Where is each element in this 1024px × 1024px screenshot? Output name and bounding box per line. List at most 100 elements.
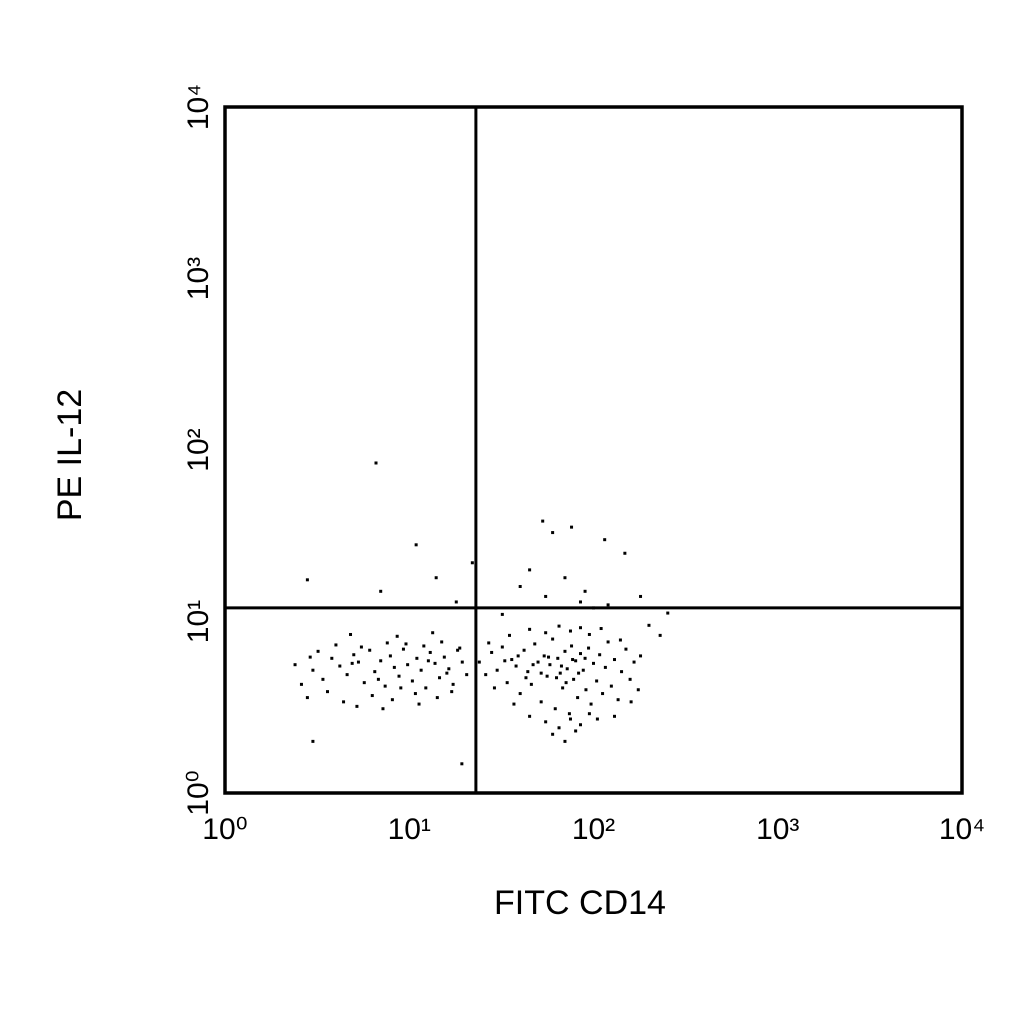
data-point	[451, 682, 455, 686]
data-point	[528, 568, 532, 572]
data-point	[589, 702, 593, 706]
data-point	[565, 667, 569, 671]
data-point	[599, 627, 603, 631]
data-point	[507, 633, 511, 637]
data-point	[325, 690, 329, 694]
x-tick-label: 10¹	[388, 813, 431, 846]
data-point	[484, 673, 488, 677]
data-point	[422, 644, 426, 648]
data-point	[598, 653, 602, 657]
data-point	[414, 543, 418, 547]
data-point	[616, 698, 620, 702]
data-point	[355, 704, 359, 708]
data-point	[542, 654, 546, 658]
data-point	[419, 668, 423, 672]
data-point	[503, 659, 507, 663]
data-point	[428, 650, 432, 654]
data-point	[460, 660, 464, 664]
x-tick-label: 10⁰	[202, 813, 247, 846]
data-point	[460, 762, 464, 766]
data-point	[385, 641, 389, 645]
data-point	[612, 714, 616, 718]
data-point	[487, 641, 491, 645]
data-point	[316, 649, 320, 653]
data-point	[583, 589, 587, 593]
data-point	[417, 702, 421, 706]
data-point	[522, 648, 526, 652]
data-point	[563, 739, 567, 743]
data-point	[433, 661, 437, 665]
data-point	[352, 653, 356, 657]
data-point	[440, 640, 444, 644]
data-point	[500, 612, 504, 616]
data-point	[349, 632, 353, 636]
data-point	[574, 659, 578, 663]
data-point	[570, 644, 574, 648]
data-point	[321, 677, 325, 681]
data-point	[571, 658, 575, 662]
data-point	[299, 682, 303, 686]
data-point	[576, 696, 580, 700]
data-point	[447, 667, 451, 671]
data-point	[618, 638, 622, 642]
data-point	[559, 664, 563, 668]
data-point	[426, 659, 430, 663]
data-point	[308, 655, 312, 659]
data-point	[374, 461, 378, 465]
data-point	[606, 603, 610, 607]
data-point	[601, 692, 605, 696]
data-point	[632, 660, 636, 664]
data-point	[518, 584, 522, 588]
data-point	[406, 663, 410, 667]
data-point	[495, 668, 499, 672]
data-point	[490, 650, 494, 654]
data-point	[424, 686, 428, 690]
data-point	[413, 692, 417, 696]
data-point	[516, 654, 520, 658]
data-point	[381, 707, 385, 711]
data-point	[587, 712, 591, 716]
data-point	[574, 729, 578, 733]
data-point	[570, 525, 574, 529]
data-point	[568, 629, 572, 633]
data-point	[438, 676, 442, 680]
data-point	[442, 655, 446, 659]
data-point	[512, 702, 516, 706]
data-point	[477, 660, 481, 664]
data-point	[415, 656, 419, 660]
data-point	[555, 676, 559, 680]
data-point	[334, 643, 338, 647]
data-point	[338, 664, 342, 668]
data-point	[578, 600, 582, 604]
data-point	[362, 681, 366, 685]
data-point	[470, 561, 474, 565]
data-point	[541, 519, 545, 523]
data-point	[373, 670, 377, 674]
data-point	[548, 663, 552, 667]
data-point	[533, 642, 537, 646]
y-axis-label: PE IL-12	[51, 389, 89, 521]
data-point	[595, 717, 599, 721]
data-point	[567, 712, 571, 716]
data-point	[572, 677, 576, 681]
data-point	[578, 723, 582, 727]
data-point	[624, 647, 628, 651]
data-point	[583, 656, 587, 660]
data-point	[587, 646, 591, 650]
data-point	[544, 720, 548, 724]
data-point	[587, 632, 591, 636]
y-tick-label: 10³	[182, 257, 215, 300]
data-point	[577, 671, 581, 675]
data-point	[595, 679, 599, 683]
data-point	[564, 681, 568, 685]
data-point	[584, 688, 588, 692]
data-point	[431, 631, 435, 635]
data-point	[445, 671, 449, 675]
data-point	[356, 660, 360, 664]
data-point	[612, 658, 616, 662]
data-point	[603, 538, 607, 542]
data-point	[379, 659, 383, 663]
data-point	[620, 670, 624, 674]
x-tick-label: 10²	[572, 813, 615, 846]
